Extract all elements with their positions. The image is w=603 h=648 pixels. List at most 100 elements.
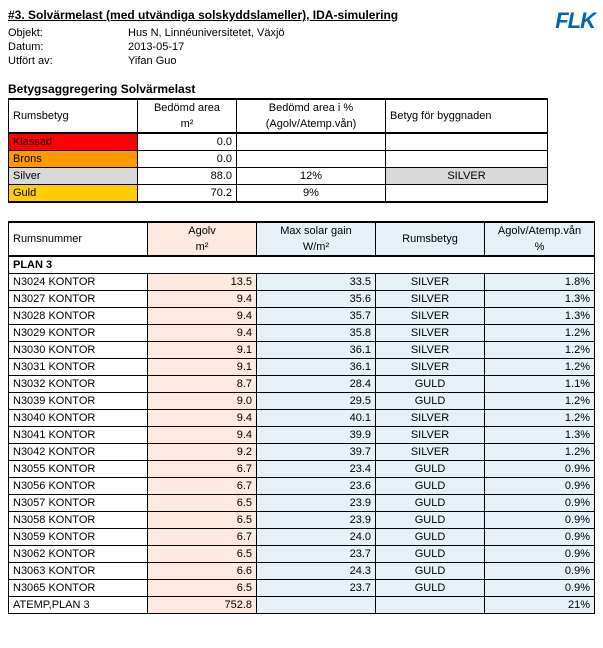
room-max: 35.6 (257, 291, 376, 308)
room-name: N3042 KONTOR (9, 444, 148, 461)
agg-h-rumsbetyg: Rumsbetyg (9, 99, 138, 133)
room-row: N3042 KONTOR9.239.7SILVER1.2% (9, 444, 595, 461)
room-row: N3062 KONTOR6.523.7GULD0.9% (9, 546, 595, 563)
agg-title: Betygsaggregering Solvärmelast (8, 82, 595, 96)
room-agolv: 6.6 (148, 563, 257, 580)
room-name: N3027 KONTOR (9, 291, 148, 308)
room-ratio: 1.8% (485, 274, 595, 291)
room-grade: SILVER (376, 274, 485, 291)
rooms-h-ratio-bot: % (485, 239, 595, 256)
room-agolv: 6.7 (148, 461, 257, 478)
room-name: N3055 KONTOR (9, 461, 148, 478)
room-ratio: 1.3% (485, 291, 595, 308)
room-agolv: 9.0 (148, 393, 257, 410)
agg-pct (237, 133, 386, 151)
room-row: N3058 KONTOR6.523.9GULD0.9% (9, 512, 595, 529)
room-agolv: 6.7 (148, 529, 257, 546)
agg-h-betyg: Betyg för byggnaden (386, 99, 548, 133)
room-agolv: 9.2 (148, 444, 257, 461)
room-max: 23.4 (257, 461, 376, 478)
plan-label: PLAN 3 (9, 256, 595, 274)
agg-area: 88.0 (138, 168, 237, 185)
room-grade: SILVER (376, 342, 485, 359)
room-ratio: 0.9% (485, 478, 595, 495)
rooms-h-agolv-bot: m² (148, 239, 257, 256)
room-name: N3029 KONTOR (9, 325, 148, 342)
rooms-h-ratio-top: Agolv/Atemp.vån (485, 222, 595, 239)
agg-area: 0.0 (138, 133, 237, 151)
room-grade: GULD (376, 393, 485, 410)
room-name: N3031 KONTOR (9, 359, 148, 376)
agg-row: Silver88.012%SILVER (9, 168, 548, 185)
room-ratio: 0.9% (485, 580, 595, 597)
room-name: N3062 KONTOR (9, 546, 148, 563)
meta-val-objekt: Hus N, Linnéuniversitetet, Växjö (128, 26, 285, 40)
rooms-h-agolv-top: Agolv (148, 222, 257, 239)
room-grade: SILVER (376, 410, 485, 427)
room-agolv: 9.4 (148, 308, 257, 325)
room-ratio: 1.1% (485, 376, 595, 393)
room-row: N3031 KONTOR9.136.1SILVER1.2% (9, 359, 595, 376)
rooms-h-max-bot: W/m² (257, 239, 376, 256)
room-row: N3027 KONTOR9.435.6SILVER1.3% (9, 291, 595, 308)
room-max: 39.9 (257, 427, 376, 444)
agg-h-pct-top: Bedömd area i % (237, 99, 386, 116)
agg-betyg (386, 151, 548, 168)
room-grade: SILVER (376, 325, 485, 342)
agg-row: Klassad0.0 (9, 133, 548, 151)
agg-pct (237, 151, 386, 168)
room-agolv: 6.5 (148, 495, 257, 512)
rooms-h-max-top: Max solar gain (257, 222, 376, 239)
agg-pct: 12% (237, 168, 386, 185)
room-grade: SILVER (376, 308, 485, 325)
room-name: N3063 KONTOR (9, 563, 148, 580)
agg-label: Klassad (9, 133, 138, 151)
agg-row: Guld70.29% (9, 185, 548, 203)
room-max: 36.1 (257, 359, 376, 376)
room-grade: GULD (376, 376, 485, 393)
agg-betyg (386, 185, 548, 203)
total-grade (376, 597, 485, 614)
room-agolv: 6.5 (148, 546, 257, 563)
agg-table: Rumsbetyg Bedömd area Bedömd area i % Be… (8, 98, 548, 203)
room-agolv: 6.7 (148, 478, 257, 495)
room-grade: SILVER (376, 427, 485, 444)
room-name: N3057 KONTOR (9, 495, 148, 512)
total-name: ATEMP,PLAN 3 (9, 597, 148, 614)
room-ratio: 1.2% (485, 393, 595, 410)
room-name: N3024 KONTOR (9, 274, 148, 291)
room-max: 24.0 (257, 529, 376, 546)
total-ratio: 21% (485, 597, 595, 614)
room-name: N3028 KONTOR (9, 308, 148, 325)
agg-area: 70.2 (138, 185, 237, 203)
room-grade: GULD (376, 563, 485, 580)
room-grade: GULD (376, 546, 485, 563)
meta-table: Objekt:Hus N, Linnéuniversitetet, Växjö … (8, 26, 285, 68)
room-agolv: 6.5 (148, 512, 257, 529)
agg-label: Silver (9, 168, 138, 185)
room-agolv: 6.5 (148, 580, 257, 597)
room-max: 23.7 (257, 546, 376, 563)
room-agolv: 9.4 (148, 291, 257, 308)
agg-label: Brons (9, 151, 138, 168)
room-row: N3063 KONTOR6.624.3GULD0.9% (9, 563, 595, 580)
room-ratio: 1.2% (485, 325, 595, 342)
logo: FLK (555, 8, 595, 34)
meta-key-objekt: Objekt: (8, 26, 128, 40)
agg-pct: 9% (237, 185, 386, 203)
room-max: 28.4 (257, 376, 376, 393)
meta-key-utfort: Utfört av: (8, 54, 128, 68)
agg-h-pct-bot: (Agolv/Atemp.vån) (237, 116, 386, 133)
meta-val-datum: 2013-05-17 (128, 40, 285, 54)
agg-label: Guld (9, 185, 138, 203)
room-agolv: 8.7 (148, 376, 257, 393)
room-grade: SILVER (376, 359, 485, 376)
rooms-h-rum: Rumsnummer (9, 222, 148, 256)
room-max: 23.9 (257, 512, 376, 529)
room-name: N3059 KONTOR (9, 529, 148, 546)
room-ratio: 1.2% (485, 410, 595, 427)
room-name: N3040 KONTOR (9, 410, 148, 427)
room-name: N3065 KONTOR (9, 580, 148, 597)
room-ratio: 1.2% (485, 342, 595, 359)
room-max: 39.7 (257, 444, 376, 461)
